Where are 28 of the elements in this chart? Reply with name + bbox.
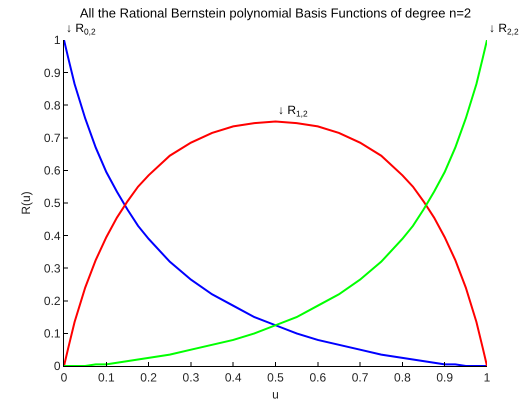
y-tick-label: 0.1 (44, 326, 61, 341)
y-tick-label: 0.3 (44, 261, 61, 276)
chart-title: All the Rational Bernstein polynomial Basis Functions of degree n=2 (80, 6, 472, 21)
annotation: ↓ R$_{1,2}$ (278, 103, 308, 119)
x-tick-label: 0.6 (309, 370, 326, 384)
y-tick-label: 0.7 (44, 131, 61, 145)
y-tick-label: 0.6 (44, 164, 61, 178)
x-tick-label: 0.5 (267, 370, 284, 384)
annotation: ↓ R$_{2,2}$ (489, 21, 519, 37)
y-tick-label: 0 (54, 359, 61, 374)
y-tick-label: 0.8 (44, 98, 61, 112)
x-tick-label: 0.9 (436, 370, 454, 384)
x-tick-label: 0.1 (98, 370, 115, 384)
x-tick-label: 0.3 (182, 370, 200, 384)
x-tick-label: 0.8 (394, 370, 412, 384)
line-series (64, 40, 487, 366)
x-axis-title: u (272, 387, 279, 402)
y-tick-label: 0.5 (44, 196, 61, 210)
y-tick-label: 0.9 (44, 66, 61, 80)
x-tick-label: 0.7 (352, 370, 369, 384)
y-tick-label: 0.4 (44, 228, 61, 243)
annotation: ↓ R$_{0,2}$ (66, 21, 96, 37)
x-tick-label: 0.4 (224, 370, 242, 384)
y-tick-label: 0.2 (44, 294, 61, 308)
x-tick-label: 1 (484, 370, 491, 384)
y-axis-title: R(u) (19, 191, 34, 215)
x-tick-label: 0.2 (140, 370, 158, 384)
y-tick-label: 1 (54, 33, 61, 48)
